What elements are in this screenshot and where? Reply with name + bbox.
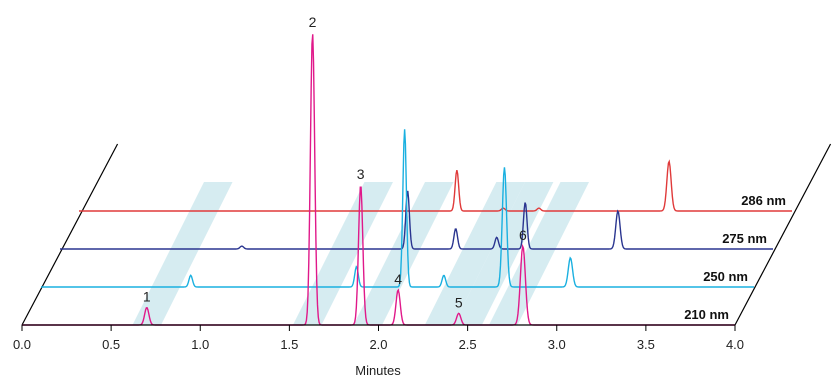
peak-label: 3 <box>357 166 365 182</box>
highlight-band <box>292 182 393 325</box>
axis-frame <box>21 143 832 326</box>
highlight-band <box>132 182 233 325</box>
highlight-band <box>489 182 590 325</box>
highlight-band <box>453 182 554 325</box>
trace-250-nm <box>41 129 754 288</box>
x-axis: 0.0 0.5 1.0 1.5 2.0 2.5 3.0 3.5 4.0 <box>13 324 744 352</box>
trace-label: 286 nm <box>741 193 786 208</box>
x-tick-label: 3.0 <box>548 337 566 352</box>
peak-label: 6 <box>519 227 527 243</box>
x-tick-label: 1.5 <box>280 337 298 352</box>
x-tick-label: 0.0 <box>13 337 31 352</box>
trace-286-nm <box>79 159 792 212</box>
trace-label: 210 nm <box>684 307 729 322</box>
peak-label: 5 <box>455 294 463 310</box>
trace-275-nm <box>60 190 773 250</box>
x-tick-label: 3.5 <box>637 337 655 352</box>
peak-label: 4 <box>394 271 402 287</box>
trace-group: 286 nm 275 nm 250 nm 210 nm <box>22 34 792 326</box>
peak-label: 1 <box>143 288 151 304</box>
highlight-band <box>424 182 525 325</box>
peak-labels: 1 2 3 4 5 6 <box>143 14 527 310</box>
highlight-band <box>353 182 454 325</box>
left-depth-edge <box>21 143 119 326</box>
trace-label: 250 nm <box>703 269 748 284</box>
x-axis-title: Minutes <box>355 363 401 378</box>
highlight-bands <box>132 182 590 325</box>
right-depth-edge <box>734 143 832 326</box>
x-tick-label: 0.5 <box>102 337 120 352</box>
x-tick-label: 2.5 <box>459 337 477 352</box>
trace-label: 275 nm <box>722 231 767 246</box>
x-tick-label: 4.0 <box>726 337 744 352</box>
x-tick-label: 2.0 <box>369 337 387 352</box>
peak-label: 2 <box>309 14 317 30</box>
x-tick-label: 1.0 <box>191 337 209 352</box>
